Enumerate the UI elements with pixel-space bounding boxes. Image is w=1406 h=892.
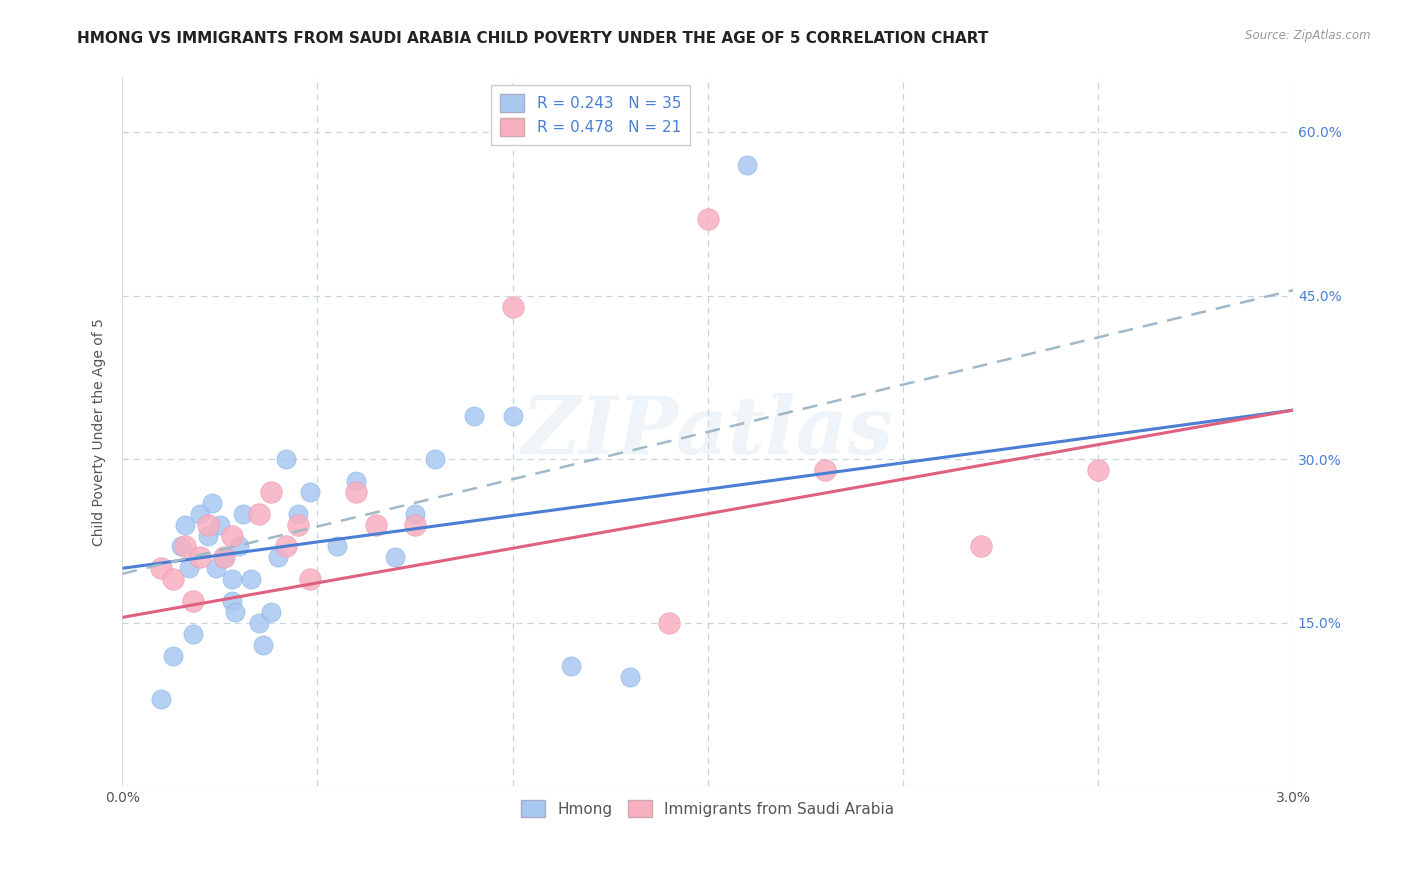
Point <box>181 626 204 640</box>
Point <box>170 540 193 554</box>
Point <box>735 158 758 172</box>
Point <box>970 540 993 554</box>
Point <box>188 507 211 521</box>
Point <box>384 550 406 565</box>
Point <box>259 485 281 500</box>
Point <box>287 517 309 532</box>
Point <box>423 452 446 467</box>
Point <box>364 517 387 532</box>
Point <box>502 300 524 314</box>
Point <box>173 540 195 554</box>
Point <box>212 550 235 565</box>
Point <box>346 474 368 488</box>
Point <box>205 561 228 575</box>
Point <box>228 540 250 554</box>
Point <box>463 409 485 423</box>
Point <box>276 452 298 467</box>
Point <box>619 670 641 684</box>
Point <box>232 507 254 521</box>
Point <box>208 517 231 532</box>
Point <box>197 528 219 542</box>
Point <box>346 485 368 500</box>
Point <box>298 572 321 586</box>
Point <box>197 517 219 532</box>
Text: ZIPatlas: ZIPatlas <box>522 393 894 471</box>
Point <box>814 463 837 477</box>
Point <box>560 659 582 673</box>
Point <box>658 615 681 630</box>
Point <box>162 648 184 663</box>
Point <box>287 507 309 521</box>
Point <box>150 561 173 575</box>
Point <box>188 550 211 565</box>
Text: HMONG VS IMMIGRANTS FROM SAUDI ARABIA CHILD POVERTY UNDER THE AGE OF 5 CORRELATI: HMONG VS IMMIGRANTS FROM SAUDI ARABIA CH… <box>77 31 988 46</box>
Point <box>181 594 204 608</box>
Point <box>173 517 195 532</box>
Point <box>221 572 243 586</box>
Point <box>201 496 224 510</box>
Point <box>221 528 243 542</box>
Point <box>404 517 426 532</box>
Legend: Hmong, Immigrants from Saudi Arabia: Hmong, Immigrants from Saudi Arabia <box>513 792 903 825</box>
Point <box>224 605 246 619</box>
Point <box>502 409 524 423</box>
Point <box>298 485 321 500</box>
Point <box>247 507 270 521</box>
Point <box>267 550 290 565</box>
Point <box>162 572 184 586</box>
Point <box>259 605 281 619</box>
Point <box>404 507 426 521</box>
Y-axis label: Child Poverty Under the Age of 5: Child Poverty Under the Age of 5 <box>93 318 107 546</box>
Point <box>326 540 349 554</box>
Point <box>252 638 274 652</box>
Point <box>1087 463 1109 477</box>
Text: Source: ZipAtlas.com: Source: ZipAtlas.com <box>1246 29 1371 42</box>
Point <box>276 540 298 554</box>
Point <box>247 615 270 630</box>
Point <box>221 594 243 608</box>
Point <box>177 561 200 575</box>
Point <box>240 572 263 586</box>
Point <box>212 550 235 565</box>
Point <box>696 212 718 227</box>
Point <box>150 692 173 706</box>
